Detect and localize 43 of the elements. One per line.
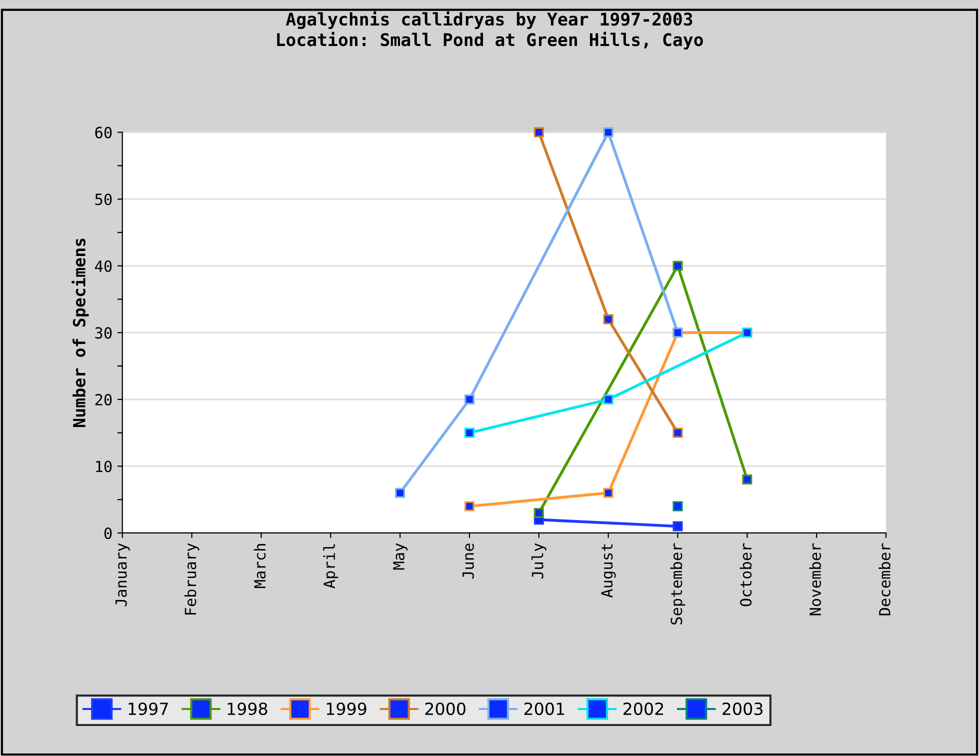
- point: [603, 394, 614, 404]
- point: [603, 127, 614, 138]
- y-tick-label: 40: [95, 260, 112, 272]
- point: [672, 521, 683, 532]
- y-tick-label: 50: [95, 194, 112, 206]
- legend-label: 2001: [524, 702, 564, 716]
- legend-label: 1999: [326, 702, 366, 716]
- y-tick-label: 20: [95, 394, 112, 406]
- point: [742, 474, 752, 485]
- legend-label: 2003: [722, 702, 762, 716]
- x-tick-label: August: [601, 544, 616, 598]
- x-tick-label: November: [809, 543, 822, 616]
- point: [672, 428, 683, 438]
- x-tick-label: September: [670, 543, 686, 624]
- chart-title: Agalychnis callidryas by Year 1997-2003 Location: Small Pond at Green Hills, Cayo: [277, 11, 703, 50]
- point: [534, 127, 544, 138]
- y-axis-title: Number of Specimens: [72, 238, 89, 427]
- point: [603, 488, 614, 498]
- y-tick-label: 0: [104, 527, 112, 540]
- legend-label: 2000: [425, 702, 466, 716]
- point: [464, 394, 474, 404]
- point: [603, 314, 614, 324]
- x-tick-label: December: [878, 543, 890, 616]
- x-tick-label: April: [323, 544, 338, 588]
- point: [534, 508, 544, 518]
- x-tick-label: October: [740, 543, 752, 606]
- x-tick-label: February: [184, 543, 200, 615]
- x-tick-label: January: [115, 543, 130, 606]
- x-tick-label: May: [393, 543, 408, 570]
- legend-label: 2002: [624, 702, 664, 716]
- legend-label: 1997: [128, 702, 168, 716]
- point: [395, 488, 406, 498]
- x-tick-label: March: [254, 544, 266, 588]
- point: [464, 428, 474, 438]
- y-tick-label: 10: [96, 460, 112, 472]
- y-tick-label: 30: [95, 327, 112, 339]
- y-tick-label: 60: [95, 126, 112, 138]
- legend-label: 1998: [228, 702, 268, 716]
- point: [672, 260, 683, 271]
- point: [672, 501, 683, 512]
- point: [464, 501, 474, 512]
- x-tick-label: July: [531, 543, 546, 579]
- x-tick-label: June: [462, 544, 474, 579]
